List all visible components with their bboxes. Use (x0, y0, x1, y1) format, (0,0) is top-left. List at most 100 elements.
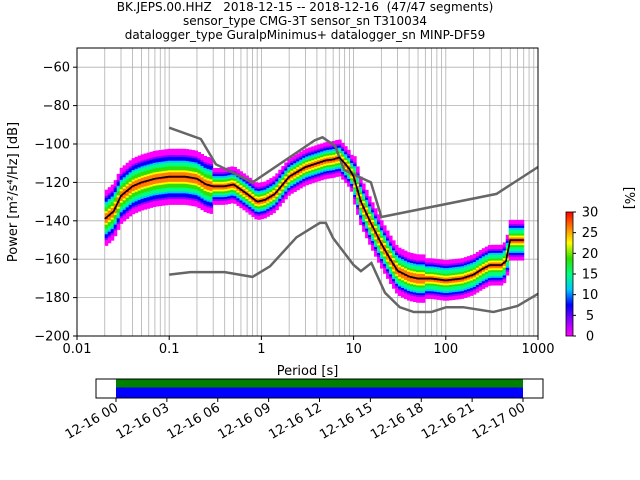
heatmap-cell (356, 172, 360, 175)
heatmap-cell (170, 166, 175, 169)
heatmap-cell (134, 189, 139, 192)
heatmap-cell (335, 159, 339, 162)
heatmap-cell (107, 217, 112, 221)
heatmap-cell (371, 231, 375, 234)
heatmap-cell (439, 276, 444, 280)
heatmap-cell (386, 265, 390, 268)
heatmap-cell (350, 177, 354, 181)
heatmap-cell (197, 175, 202, 178)
heatmap-cell (335, 172, 339, 175)
heatmap-cell (125, 166, 130, 169)
heatmap-cell (377, 250, 381, 254)
heatmap-cell (116, 206, 121, 209)
heatmap-cell (302, 170, 306, 174)
y-tick-label: −200 (34, 330, 70, 345)
heatmap-cell (203, 192, 208, 195)
heatmap-cell (377, 229, 381, 232)
heatmap-cell (520, 221, 525, 225)
heatmap-cell (451, 293, 456, 297)
heatmap-cell (475, 261, 480, 264)
heatmap-cell (362, 187, 366, 190)
heatmap-cell (427, 279, 432, 282)
x-axis-label: Period [s] (277, 364, 339, 379)
heatmap-cell (404, 296, 408, 300)
heatmap-cell (466, 271, 471, 274)
heatmap-cell (149, 151, 154, 155)
heatmap-cell (143, 165, 148, 168)
heatmap-cell (365, 220, 369, 223)
heatmap-cell (257, 182, 261, 186)
heatmap-cell (383, 244, 387, 247)
heatmap-cell (206, 210, 210, 214)
heatmap-cell (475, 282, 480, 286)
heatmap-cell (161, 170, 166, 174)
heatmap-cell (308, 151, 312, 154)
heatmap-cell (514, 223, 519, 226)
heatmap-cell (206, 164, 210, 168)
heatmap-cell (409, 295, 414, 298)
heatmap-cell (445, 296, 450, 299)
heatmap-cell (179, 171, 184, 175)
heatmap-cell (212, 194, 216, 198)
heatmap-cell (338, 164, 342, 167)
heatmap-cell (119, 177, 124, 180)
heatmap-cell (182, 189, 187, 192)
heatmap-cell (185, 198, 190, 202)
heatmap-cell (170, 200, 175, 203)
heatmap-cell (209, 169, 213, 172)
heatmap-cell (215, 181, 219, 184)
heatmap-cell (209, 159, 213, 163)
heatmap-cell (185, 170, 190, 173)
heatmap-cell (134, 168, 139, 171)
heatmap-cell (511, 246, 516, 250)
heatmap-cell (176, 158, 181, 161)
heatmap-cell (415, 267, 420, 271)
heatmap-cell (215, 187, 219, 190)
heatmap-cell (520, 235, 525, 238)
heatmap-cell (158, 155, 163, 159)
heatmap-cell (164, 168, 169, 171)
heatmap-cell (275, 173, 279, 176)
heatmap-cell (137, 197, 142, 201)
heatmap-cell (308, 155, 312, 158)
heatmap-cell (257, 184, 261, 188)
heatmap-cell (206, 197, 210, 200)
heatmap-cell (167, 158, 172, 161)
heatmap-cell (143, 163, 148, 166)
heatmap-cell (146, 185, 151, 188)
heatmap-cell (125, 206, 130, 210)
heatmap-cell (401, 256, 405, 260)
heatmap-cell (424, 285, 429, 288)
heatmap-cell (457, 275, 462, 279)
heatmap-cell (203, 200, 208, 203)
heatmap-cell (493, 244, 498, 248)
heatmap-cell (386, 245, 390, 249)
heatmap-cell (427, 269, 432, 273)
heatmap-cell (290, 185, 294, 188)
heatmap-cell (125, 183, 130, 187)
heatmap-cell (448, 286, 453, 289)
heatmap-cell (170, 150, 175, 154)
heatmap-cell (341, 177, 345, 180)
heatmap-cell (335, 163, 339, 166)
heatmap-cell (362, 217, 366, 221)
heatmap-cell (353, 167, 357, 171)
heatmap-cell (344, 167, 348, 170)
heatmap-cell (377, 245, 381, 248)
heatmap-cell (170, 152, 175, 155)
heatmap-cell (445, 284, 450, 288)
heatmap-cell (311, 165, 315, 168)
heatmap-cell (404, 277, 408, 280)
heatmap-cell (206, 191, 210, 194)
heatmap-cell (380, 231, 384, 235)
heatmap-cell (478, 278, 483, 282)
heatmap-cell (281, 191, 285, 194)
heatmap-cell (463, 282, 468, 285)
heatmap-cell (466, 292, 471, 295)
heatmap-cell (460, 265, 465, 269)
heatmap-cell (490, 277, 495, 280)
heatmap-cell (520, 258, 525, 261)
heatmap-cell (125, 178, 130, 181)
heatmap-cell (383, 257, 387, 261)
heatmap-cell (362, 225, 366, 228)
